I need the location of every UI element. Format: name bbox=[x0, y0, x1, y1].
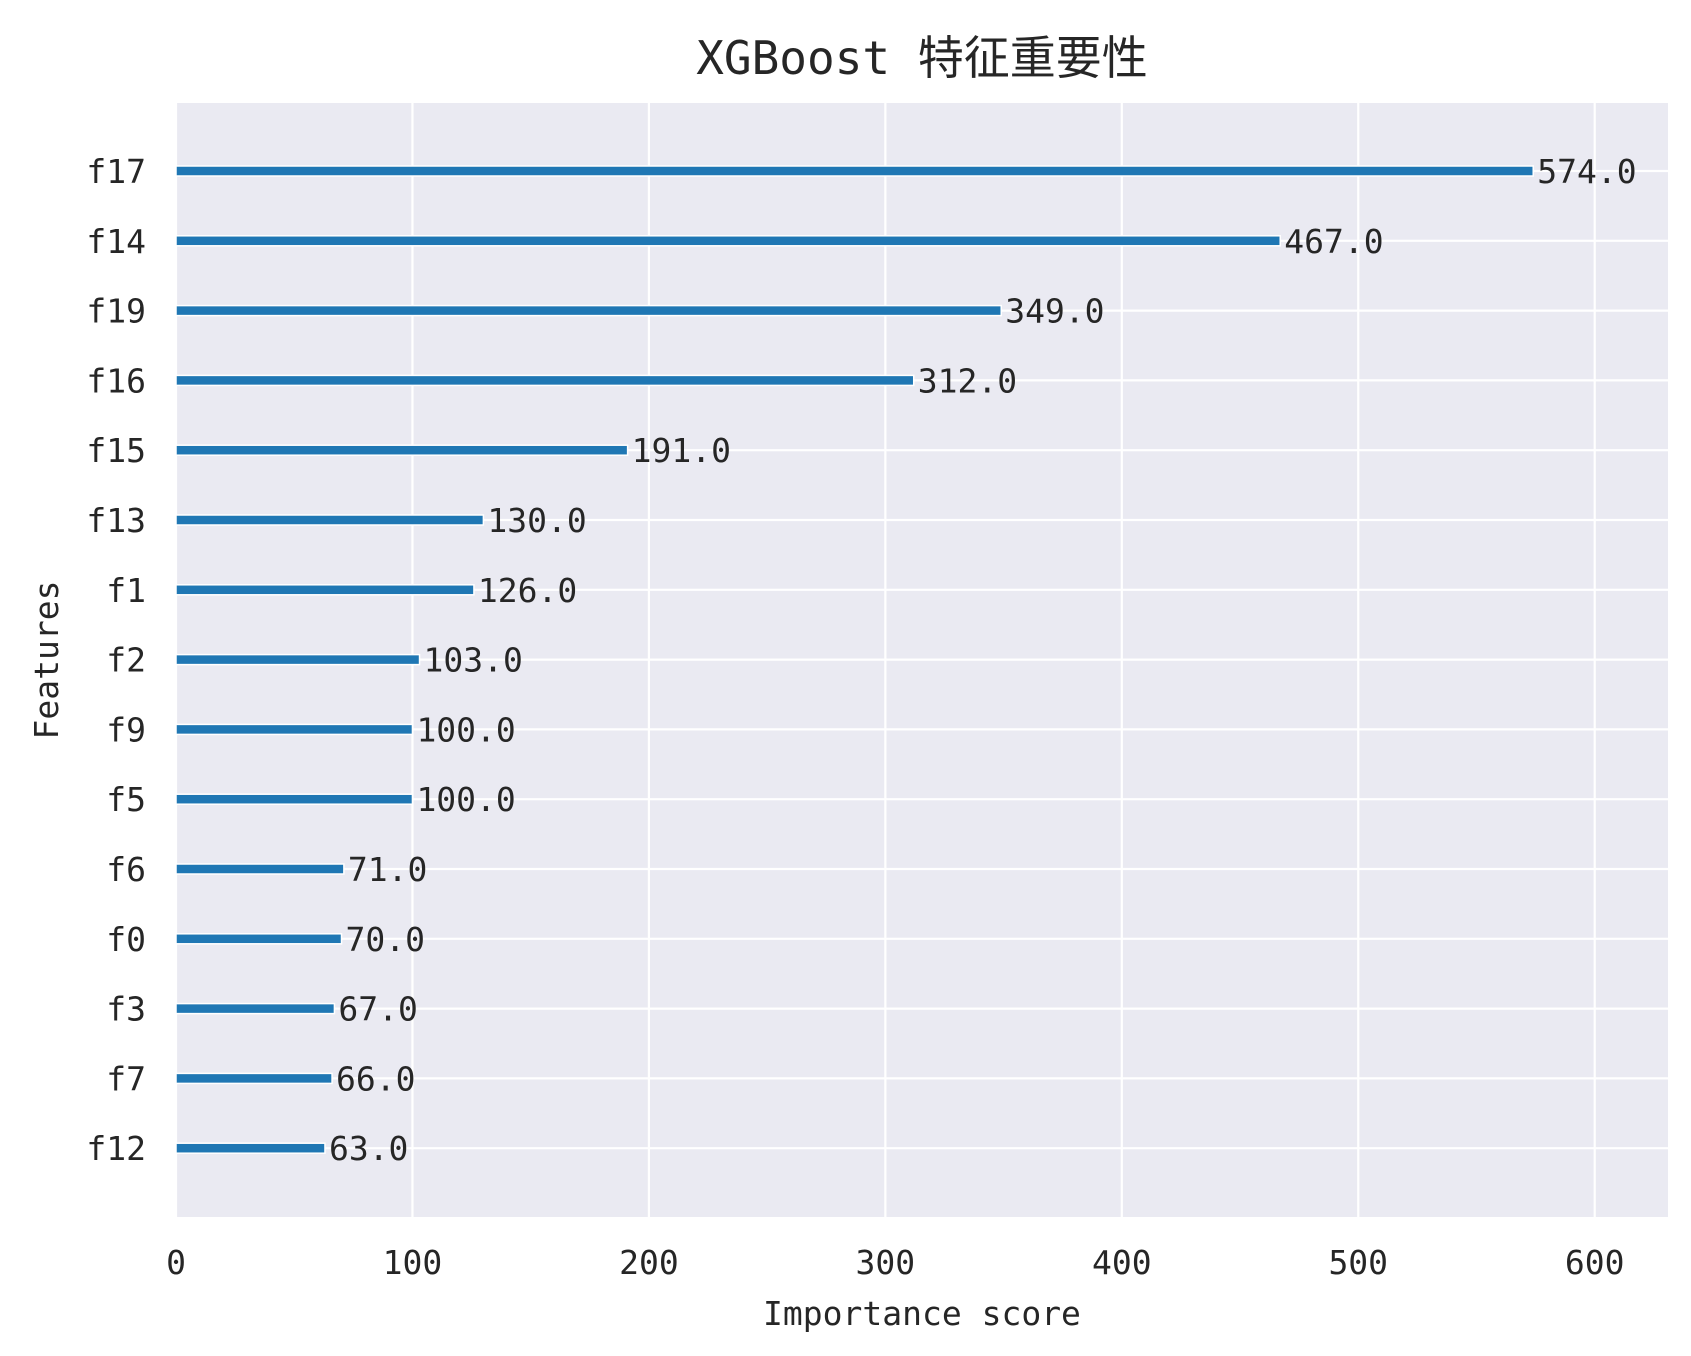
y-tick-label-f1: f1 bbox=[106, 571, 146, 610]
y-tick-label-f19: f19 bbox=[86, 292, 146, 331]
bar-f17 bbox=[175, 165, 1534, 177]
x-tick-label: 400 bbox=[1092, 1243, 1152, 1282]
bar-f12 bbox=[175, 1142, 326, 1154]
x-tick-label: 0 bbox=[166, 1243, 186, 1282]
bar-f13 bbox=[175, 514, 485, 526]
y-tick-label-f2: f2 bbox=[106, 641, 146, 680]
bar-f15 bbox=[175, 444, 629, 456]
bars bbox=[175, 165, 1534, 1154]
y-tick-label-f15: f15 bbox=[86, 431, 146, 470]
data-label-f5: 100.0 bbox=[416, 780, 515, 819]
bar-f19 bbox=[175, 304, 1002, 317]
data-label-f2: 103.0 bbox=[424, 641, 523, 680]
data-label-f7: 66.0 bbox=[336, 1059, 415, 1098]
x-tick-label: 300 bbox=[856, 1243, 916, 1282]
x-tick-label: 500 bbox=[1328, 1243, 1388, 1282]
y-tick-label-f3: f3 bbox=[106, 990, 146, 1029]
data-label-f3: 67.0 bbox=[338, 990, 417, 1029]
x-tick-labels: 0 100 200 300 400 500 600 bbox=[166, 1243, 1624, 1282]
data-label-f0: 70.0 bbox=[346, 920, 425, 959]
bar-f5 bbox=[175, 793, 414, 805]
bar-f2 bbox=[175, 653, 421, 666]
y-tick-label-f17: f17 bbox=[86, 152, 146, 191]
bar-f1 bbox=[175, 584, 475, 596]
data-label-f15: 191.0 bbox=[632, 431, 731, 470]
y-tick-label-f9: f9 bbox=[106, 710, 146, 749]
data-label-f14: 467.0 bbox=[1284, 222, 1383, 261]
x-tick-label: 200 bbox=[619, 1243, 679, 1282]
y-tick-label-f12: f12 bbox=[86, 1129, 146, 1168]
chart-title: XGBoost 特征重要性 bbox=[696, 31, 1148, 85]
bar-f3 bbox=[175, 1002, 336, 1015]
y-tick-label-f0: f0 bbox=[106, 920, 146, 959]
y-tick-label-f7: f7 bbox=[106, 1059, 146, 1098]
y-tick-label-f14: f14 bbox=[86, 222, 146, 261]
y-tick-label-f5: f5 bbox=[106, 780, 146, 819]
y-tick-label-f6: f6 bbox=[106, 850, 146, 889]
bar-f0 bbox=[175, 933, 343, 945]
x-tick-label: 100 bbox=[383, 1243, 443, 1282]
x-tick-label: 600 bbox=[1565, 1243, 1625, 1282]
data-label-f12: 63.0 bbox=[329, 1129, 408, 1168]
bar-f6 bbox=[175, 863, 345, 875]
data-label-f17: 574.0 bbox=[1537, 152, 1636, 191]
bar-f9 bbox=[175, 723, 414, 736]
data-label-f9: 100.0 bbox=[416, 710, 515, 749]
data-label-f6: 71.0 bbox=[348, 850, 427, 889]
data-label-f1: 126.0 bbox=[478, 571, 577, 610]
y-axis-label: Features bbox=[27, 581, 66, 740]
y-tick-label-f16: f16 bbox=[86, 361, 146, 400]
data-label-f13: 130.0 bbox=[487, 501, 586, 540]
bar-f7 bbox=[175, 1072, 333, 1085]
y-tick-labels: f17 f14 f19 f16 f15 f13 f1 f2 f9 f5 f6 f0 f3 f7 f12 bbox=[86, 152, 146, 1168]
data-label-f19: 349.0 bbox=[1005, 292, 1104, 331]
bar-f16 bbox=[175, 374, 915, 387]
y-tick-label-f13: f13 bbox=[86, 501, 146, 540]
data-labels: 574.0 467.0 349.0 312.0 191.0 130.0 126.0 103.0… bbox=[329, 152, 1637, 1168]
data-label-f16: 312.0 bbox=[918, 361, 1017, 400]
x-axis-label: Importance score bbox=[763, 1294, 1081, 1333]
bar-f14 bbox=[175, 235, 1281, 247]
